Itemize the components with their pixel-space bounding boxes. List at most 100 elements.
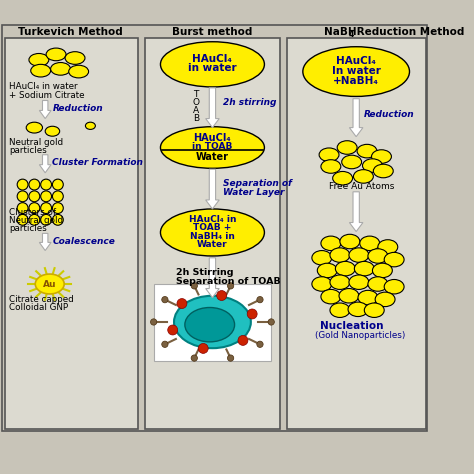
- Circle shape: [257, 297, 263, 303]
- Text: + Sodium Citrate: + Sodium Citrate: [9, 91, 84, 100]
- Text: in TOAB: in TOAB: [192, 142, 233, 151]
- Text: Colloidal GNP: Colloidal GNP: [9, 303, 68, 312]
- Ellipse shape: [321, 236, 341, 251]
- Circle shape: [162, 297, 168, 303]
- Ellipse shape: [319, 148, 339, 162]
- Ellipse shape: [161, 209, 264, 256]
- Polygon shape: [206, 258, 219, 298]
- Text: A: A: [193, 106, 199, 115]
- Ellipse shape: [378, 240, 398, 254]
- Text: NaBH: NaBH: [324, 27, 356, 37]
- Ellipse shape: [51, 63, 71, 75]
- Ellipse shape: [46, 48, 66, 61]
- Ellipse shape: [333, 172, 353, 185]
- Ellipse shape: [374, 164, 393, 178]
- Ellipse shape: [368, 277, 388, 291]
- Circle shape: [228, 355, 234, 361]
- Ellipse shape: [368, 249, 388, 263]
- Text: HAuCl₄: HAuCl₄: [336, 56, 376, 66]
- Ellipse shape: [330, 303, 350, 318]
- Ellipse shape: [185, 308, 235, 342]
- Ellipse shape: [348, 302, 368, 317]
- Text: T: T: [193, 90, 199, 99]
- Polygon shape: [349, 192, 363, 232]
- Ellipse shape: [69, 65, 89, 78]
- Text: O: O: [192, 98, 200, 107]
- Circle shape: [162, 341, 168, 347]
- Ellipse shape: [65, 52, 85, 64]
- Ellipse shape: [360, 236, 380, 251]
- Text: (Gold Nanoparticles): (Gold Nanoparticles): [316, 331, 406, 340]
- Circle shape: [29, 214, 40, 225]
- Circle shape: [198, 344, 208, 354]
- Ellipse shape: [321, 290, 341, 304]
- FancyBboxPatch shape: [287, 38, 426, 428]
- Ellipse shape: [340, 234, 360, 249]
- Ellipse shape: [336, 261, 356, 276]
- Text: Water: Water: [196, 153, 229, 163]
- Circle shape: [41, 203, 52, 213]
- Text: Nucleation: Nucleation: [320, 321, 383, 331]
- Ellipse shape: [337, 141, 357, 154]
- Circle shape: [17, 214, 28, 225]
- Text: In water: In water: [332, 66, 381, 76]
- Circle shape: [268, 319, 274, 325]
- Circle shape: [53, 214, 64, 225]
- Ellipse shape: [26, 122, 43, 133]
- Text: Separation of: Separation of: [223, 179, 292, 188]
- Text: 4: 4: [349, 30, 354, 39]
- Ellipse shape: [342, 155, 362, 169]
- Circle shape: [191, 283, 198, 289]
- Text: NaBH₄ in: NaBH₄ in: [190, 232, 235, 241]
- Ellipse shape: [321, 160, 341, 173]
- Text: 2h stirring: 2h stirring: [223, 98, 277, 107]
- Circle shape: [168, 325, 178, 335]
- Ellipse shape: [45, 126, 60, 136]
- Ellipse shape: [339, 289, 359, 303]
- Text: Burst method: Burst method: [172, 27, 253, 37]
- Polygon shape: [39, 233, 51, 251]
- Polygon shape: [206, 169, 219, 209]
- Text: Neutral gold: Neutral gold: [9, 137, 63, 146]
- FancyBboxPatch shape: [2, 25, 427, 431]
- Circle shape: [53, 191, 64, 202]
- Polygon shape: [39, 100, 51, 118]
- Ellipse shape: [373, 263, 392, 278]
- Ellipse shape: [35, 274, 64, 294]
- Ellipse shape: [375, 292, 395, 307]
- Text: in water: in water: [188, 63, 237, 73]
- Ellipse shape: [330, 275, 350, 290]
- Text: Turkevich Method: Turkevich Method: [18, 27, 123, 37]
- Text: particles: particles: [9, 224, 47, 233]
- Text: Coalescence: Coalescence: [53, 237, 115, 246]
- Polygon shape: [349, 99, 363, 137]
- Circle shape: [29, 179, 40, 190]
- Text: Reduction: Reduction: [53, 104, 103, 113]
- Ellipse shape: [358, 291, 378, 305]
- Circle shape: [53, 203, 64, 213]
- Circle shape: [257, 341, 263, 347]
- Circle shape: [17, 203, 28, 213]
- Text: Separation of TOAB: Separation of TOAB: [176, 277, 281, 286]
- Ellipse shape: [161, 42, 264, 87]
- Text: HAuCl₄: HAuCl₄: [192, 54, 232, 64]
- Circle shape: [41, 214, 52, 225]
- Circle shape: [151, 319, 157, 325]
- Ellipse shape: [349, 275, 369, 290]
- Text: Water Layer: Water Layer: [223, 188, 285, 197]
- Ellipse shape: [29, 54, 49, 66]
- Text: Water: Water: [197, 240, 228, 249]
- Text: B: B: [193, 114, 199, 123]
- Text: HAuCl₄: HAuCl₄: [193, 134, 231, 144]
- FancyBboxPatch shape: [5, 38, 138, 428]
- Ellipse shape: [349, 248, 369, 262]
- Circle shape: [17, 179, 28, 190]
- Text: Reduction: Reduction: [364, 110, 414, 119]
- Text: Cluster Formation: Cluster Formation: [53, 158, 143, 167]
- Text: HAuCl₄ in: HAuCl₄ in: [189, 215, 236, 224]
- Ellipse shape: [312, 277, 332, 291]
- Ellipse shape: [174, 296, 251, 348]
- Text: Reduction Method: Reduction Method: [353, 27, 464, 37]
- Circle shape: [29, 203, 40, 213]
- Circle shape: [41, 179, 52, 190]
